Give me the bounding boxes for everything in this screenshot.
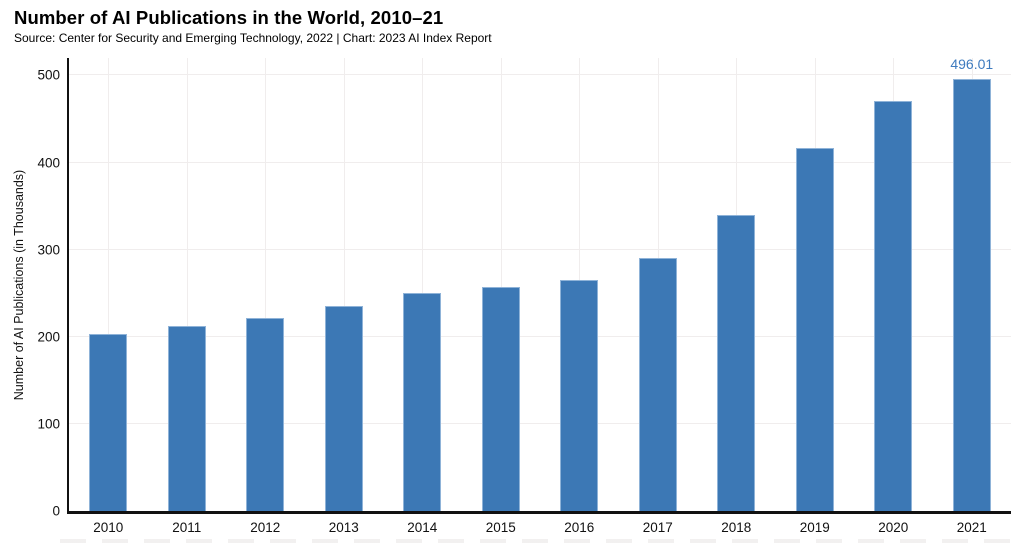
x-gridline-2011 bbox=[186, 58, 188, 511]
cropped-next-row-artifact bbox=[60, 539, 1024, 543]
x-tick-label-2015: 2015 bbox=[485, 520, 516, 535]
x-gridline-2012 bbox=[265, 58, 267, 511]
x-gridline-2014 bbox=[422, 58, 424, 511]
bar-2010 bbox=[89, 334, 128, 511]
x-gridline-2013 bbox=[343, 58, 345, 511]
x-tick-label-2016: 2016 bbox=[564, 520, 595, 535]
x-gridline-2015 bbox=[500, 58, 502, 511]
y-gridline-400 bbox=[69, 161, 1011, 163]
bar-2013 bbox=[324, 306, 363, 511]
bar-2014 bbox=[403, 293, 442, 511]
x-tick-label-2019: 2019 bbox=[799, 520, 830, 535]
y-axis-title-text: Number of AI Publications (in Thousands) bbox=[12, 169, 27, 400]
y-tick-label-0: 0 bbox=[52, 503, 60, 519]
bar-value-label-2021: 496.01 bbox=[950, 55, 994, 72]
x-tick-label-2010: 2010 bbox=[93, 520, 124, 535]
bar-2018 bbox=[717, 214, 756, 511]
y-axis-title: Number of AI Publications (in Thousands) bbox=[6, 58, 32, 511]
y-tick-label-500: 500 bbox=[37, 67, 60, 83]
bar-2015 bbox=[481, 287, 520, 511]
x-gridline-2010 bbox=[108, 58, 110, 511]
x-tick-label-2013: 2013 bbox=[328, 520, 359, 535]
bar-2011 bbox=[167, 326, 206, 511]
x-tick-label-2012: 2012 bbox=[250, 520, 281, 535]
y-gridline-200 bbox=[69, 335, 1011, 337]
bar-2016 bbox=[560, 280, 599, 511]
chart-header: Number of AI Publications in the World, … bbox=[14, 6, 492, 47]
chart-title: Number of AI Publications in the World, … bbox=[14, 7, 444, 28]
x-tick-label-2011: 2011 bbox=[172, 520, 202, 535]
chart-subtitle: Source: Center for Security and Emerging… bbox=[14, 31, 492, 46]
y-tick-label-200: 200 bbox=[37, 329, 60, 345]
x-tick-label-2021: 2021 bbox=[956, 520, 987, 535]
bar-2020 bbox=[874, 100, 913, 511]
y-gridline-500 bbox=[69, 74, 1011, 76]
y-tick-label-300: 300 bbox=[37, 242, 60, 258]
x-tick-label-2020: 2020 bbox=[878, 520, 909, 535]
x-tick-label-2018: 2018 bbox=[721, 520, 752, 535]
y-gridline-300 bbox=[69, 248, 1011, 250]
bar-2017 bbox=[638, 258, 677, 511]
bar-2021 bbox=[952, 78, 991, 511]
y-tick-label-400: 400 bbox=[37, 155, 60, 171]
y-gridline-100 bbox=[69, 422, 1011, 424]
x-tick-label-2014: 2014 bbox=[407, 520, 438, 535]
bar-2019 bbox=[795, 147, 834, 511]
bar-2012 bbox=[246, 317, 285, 511]
plot-area: 0 100 200 300 400 500 2010 2011 2012 2013 2014 2015… bbox=[37, 55, 1011, 535]
x-tick-label-2017: 2017 bbox=[642, 520, 673, 535]
y-tick-label-100: 100 bbox=[37, 416, 60, 432]
